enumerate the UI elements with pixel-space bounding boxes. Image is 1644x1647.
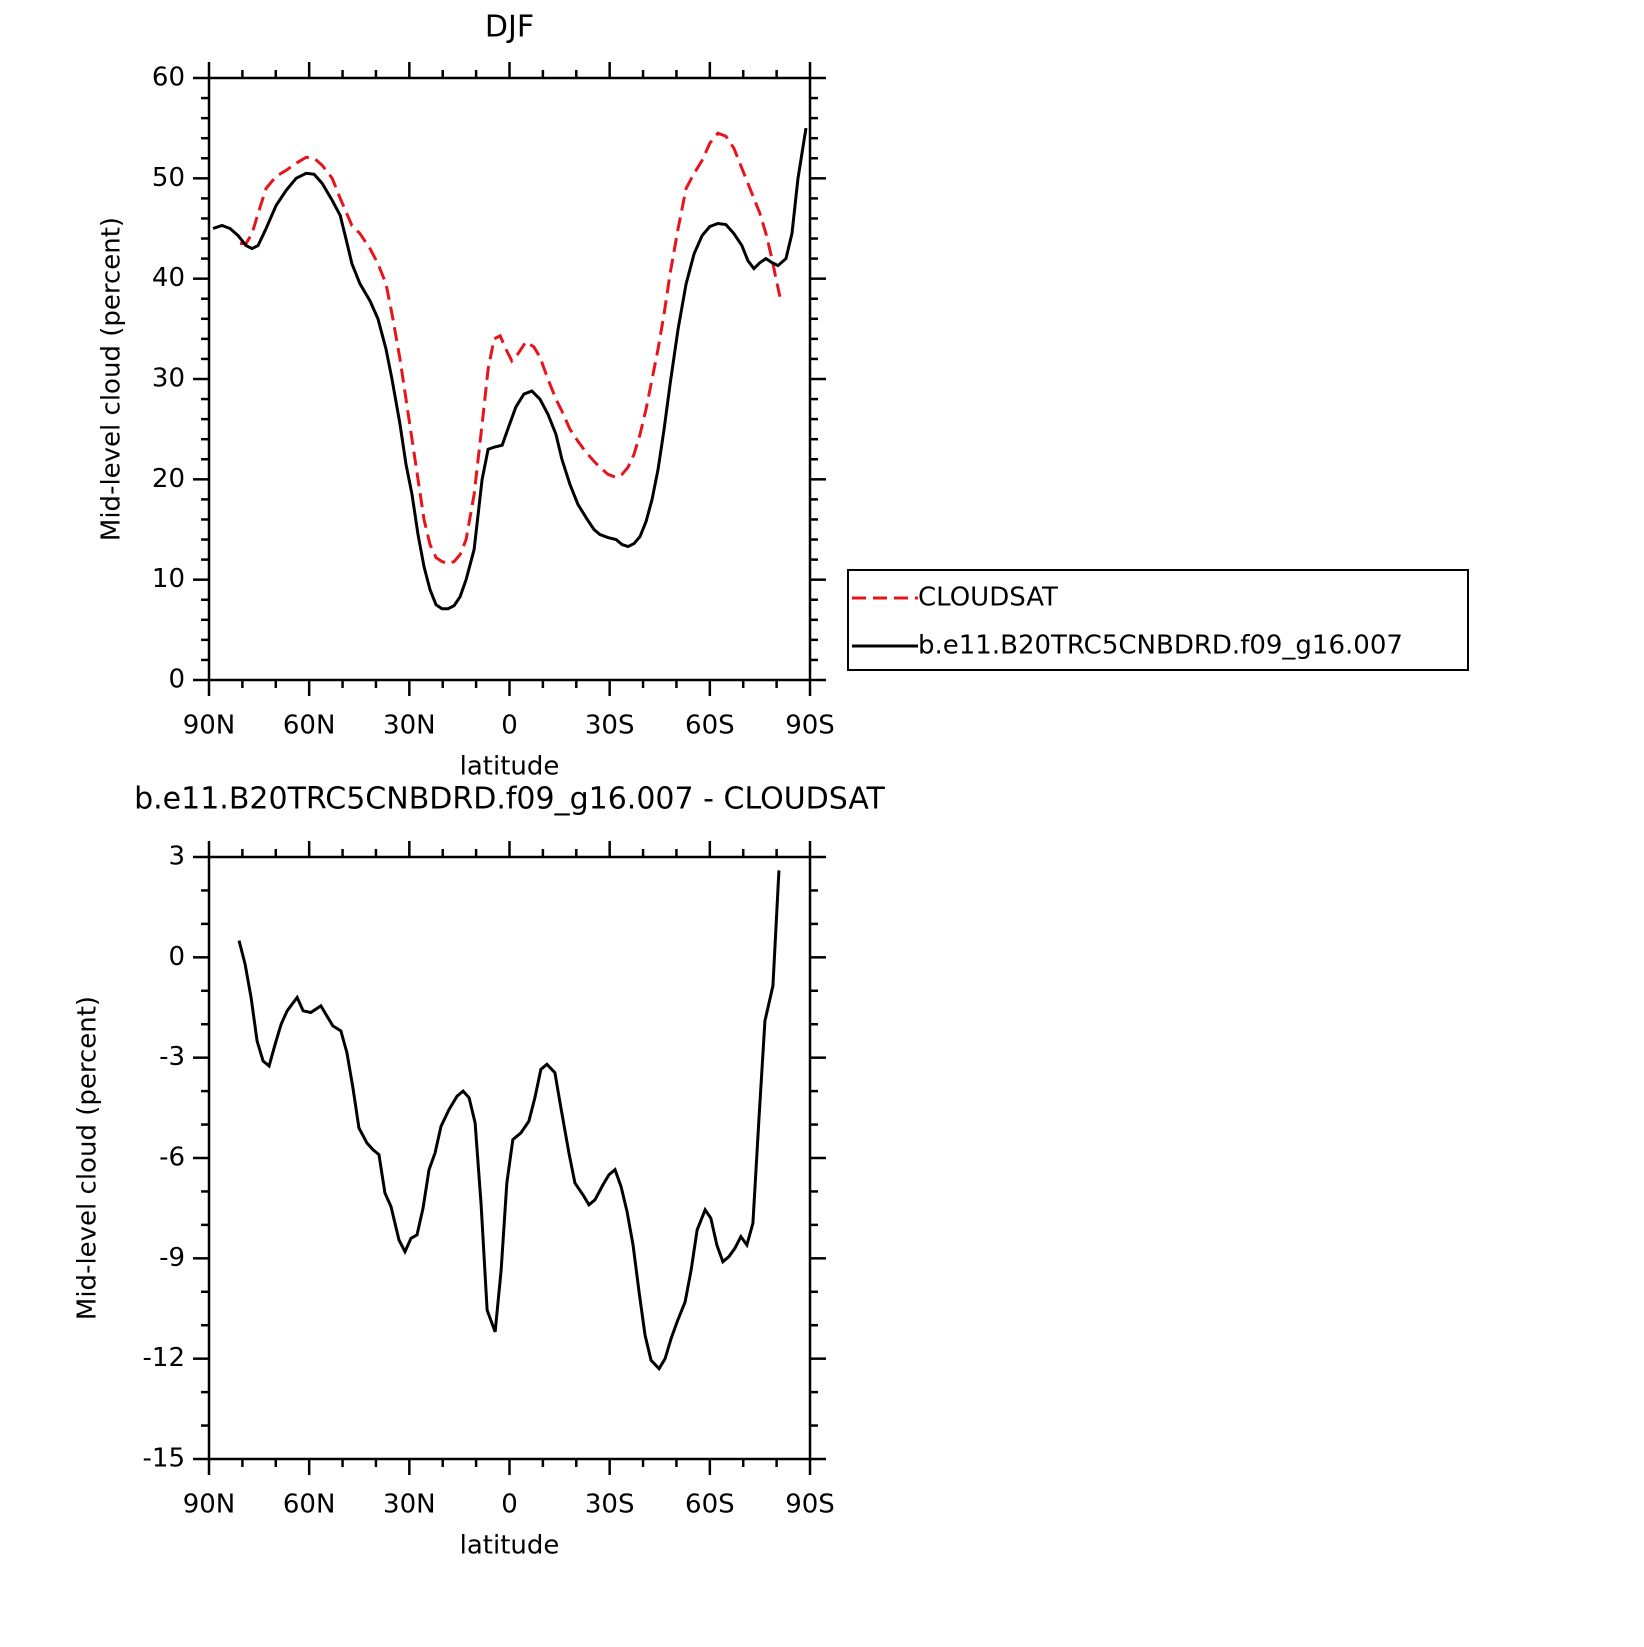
y-axis-label: Mid-level cloud (percent) xyxy=(97,217,127,541)
chart-title: DJF xyxy=(485,10,534,45)
legend: CLOUDSAT b.e11.B20TRC5CNBDRD.f09_g16.007 xyxy=(847,569,1469,671)
legend-label: CLOUDSAT xyxy=(918,583,1058,613)
x-tick-label: 0 xyxy=(501,711,518,741)
y-tick-label: 20 xyxy=(152,464,185,494)
x-tick-label: 30S xyxy=(585,711,635,741)
y-tick-label: 0 xyxy=(168,942,185,972)
series-line xyxy=(240,131,782,566)
x-axis-label: latitude xyxy=(460,1531,560,1561)
legend-box xyxy=(847,569,1469,671)
y-axis-label: Mid-level cloud (percent) xyxy=(73,996,103,1320)
x-tick-label: 60S xyxy=(685,1490,735,1520)
x-tick-label: 30S xyxy=(585,1490,635,1520)
x-axis-label: latitude xyxy=(460,752,560,782)
y-tick-label: -6 xyxy=(159,1143,185,1173)
plot-frame xyxy=(207,76,812,682)
y-tick-label: 30 xyxy=(152,364,185,394)
x-tick-label: 90N xyxy=(183,711,236,741)
y-tick-label: 10 xyxy=(152,564,185,594)
x-tick-label: 0 xyxy=(501,1490,518,1520)
x-tick-label: 60N xyxy=(283,711,336,741)
x-tick-label: 30N xyxy=(383,1490,436,1520)
x-tick-label: 90N xyxy=(183,1490,236,1520)
y-tick-label: 50 xyxy=(152,163,185,193)
y-tick-label: 3 xyxy=(168,842,185,872)
y-tick-label: 0 xyxy=(168,665,185,695)
y-tick-label: 60 xyxy=(152,63,185,93)
chart-title: b.e11.B20TRC5CNBDRD.f09_g16.007 - CLOUDS… xyxy=(134,782,885,817)
y-tick-label: -9 xyxy=(159,1243,185,1273)
y-tick-label: 40 xyxy=(152,263,185,293)
x-tick-label: 90S xyxy=(785,711,835,741)
x-tick-label: 60S xyxy=(685,711,735,741)
x-tick-label: 90S xyxy=(785,1490,835,1520)
y-tick-label: -15 xyxy=(143,1444,185,1474)
y-tick-label: -3 xyxy=(159,1042,185,1072)
legend-label: b.e11.B20TRC5CNBDRD.f09_g16.007 xyxy=(918,631,1403,661)
x-tick-label: 60N xyxy=(283,1490,336,1520)
y-tick-label: -12 xyxy=(143,1343,185,1373)
series-line xyxy=(237,870,781,1372)
series-line xyxy=(212,127,808,611)
x-tick-label: 30N xyxy=(383,711,436,741)
